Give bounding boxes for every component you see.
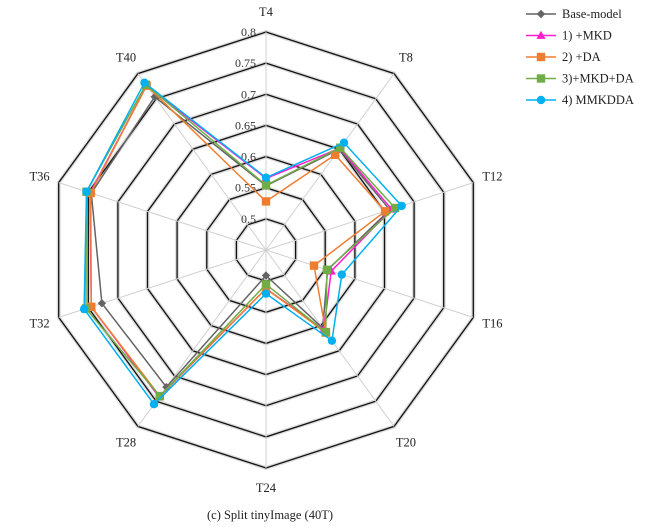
tick-label: 0.6 [241,150,256,164]
tick-label: 0.55 [235,181,256,195]
data-point [79,304,89,314]
axis-label-t32: T32 [30,317,50,331]
data-point [331,150,340,159]
axis-labels: T4 T8 T12 T16 T20 T24 T28 T32 T36 T40 [30,5,503,495]
radar-grid [56,29,476,471]
axis-spoke [265,249,474,318]
legend-entry: 4) MMKDDA [526,93,634,107]
data-point [321,327,330,337]
legend-marker [536,74,546,83]
series-group [79,78,406,409]
data-point [322,265,332,274]
data-point [261,197,271,206]
legend-entry: 1) +MKD [526,29,612,43]
legend-label: Base-model [562,7,622,21]
data-point [140,78,149,87]
data-point [97,299,107,308]
legend-label: 3)+MKD+DA [562,72,634,86]
chart-caption: (c) Split tinyImage (40T) [206,508,333,522]
data-point [261,289,271,298]
data-point [261,173,271,182]
data-point [380,207,390,216]
data-point [261,280,271,289]
axis-spoke [265,182,474,251]
axis-label-t24: T24 [256,481,277,495]
axis-label-t20: T20 [396,436,416,450]
data-point [87,302,96,311]
legend-entry: 2) +DA [526,50,601,64]
data-point [149,400,159,409]
legend-marker [536,52,546,62]
legend-label: 1) +MKD [562,29,612,43]
axis-label-t16: T16 [482,317,502,331]
tick-label: 0.7 [241,87,256,101]
data-point [309,261,319,270]
axis-label-t28: T28 [116,436,136,450]
data-point [336,143,345,152]
legend: Base-model 1) +MKD 2) +DA 3)+MKD+DA 4) MMKDD… [526,7,634,107]
data-point [155,391,164,401]
axis-spoke [137,73,267,251]
tick-label: 0.5 [241,212,256,226]
data-point [261,181,271,190]
data-point [390,203,400,213]
legend-label: 4) MMKDDA [562,93,634,107]
data-point [261,284,271,293]
data-point [82,187,91,196]
axis-spoke [265,73,395,251]
legend-marker [536,95,546,105]
axis-label-t12: T12 [482,170,502,184]
tick-label: 0.8 [241,25,256,39]
series-5 [79,78,406,409]
axis-label-t40: T40 [116,51,136,65]
legend-label: 2) +DA [562,50,601,64]
tick-label: 0.75 [235,56,256,70]
axis-label-t36: T36 [30,170,50,184]
legend-entry: 3)+MKD+DA [526,72,634,86]
tick-label: 0.65 [235,118,256,132]
tick-labels: 0.5 0.55 0.6 0.65 0.7 0.75 0.8 [235,25,256,226]
data-point [339,138,349,147]
legend-marker [536,9,546,19]
data-point [327,336,337,345]
data-point [261,271,271,280]
legend-entry: Base-model [526,7,622,21]
axis-label-t8: T8 [399,51,413,65]
legend-marker [536,30,546,39]
axis-label-t4: T4 [259,5,274,19]
data-point [397,201,406,211]
data-point [337,270,346,279]
